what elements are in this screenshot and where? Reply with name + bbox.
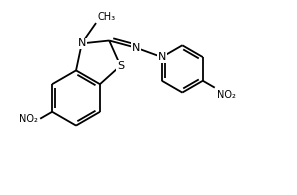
Text: N: N	[78, 38, 86, 48]
Text: NO₂: NO₂	[19, 114, 38, 124]
Text: N: N	[132, 43, 140, 53]
Text: N: N	[158, 52, 166, 62]
Text: CH₃: CH₃	[97, 12, 115, 22]
Text: NO₂: NO₂	[217, 90, 236, 100]
Text: S: S	[117, 61, 124, 71]
